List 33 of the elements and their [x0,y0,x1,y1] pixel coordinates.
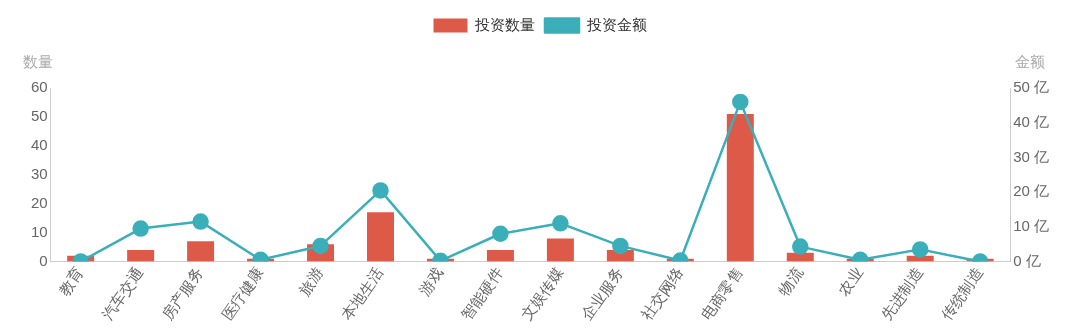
x-tick-label: 企业服务 [577,264,627,323]
x-tick-label: 教育 [55,264,87,299]
x-tick-label: 社交网络 [637,264,687,323]
y-tick-label: 0 [39,251,48,269]
x-tick-label: 房产服务 [158,264,207,323]
y-tick-label: 20 [31,193,48,211]
y-tick-label: 40 [31,135,48,153]
y-tick-label: 50 [31,107,48,125]
y2-tick-label: 30 亿 [1013,147,1050,165]
y2-tick-label: 50 亿 [1013,78,1050,96]
x-tick-label: 汽车交通 [98,264,147,323]
x-tick-label: 农业 [834,264,867,299]
y-tick-label: 10 [31,222,48,240]
x-tick-label: 物流 [774,264,807,299]
x-tick-label: 文娱传媒 [517,264,567,323]
x-tick-label: 医疗健康 [218,264,267,323]
y2-tick-label: 10 亿 [1013,216,1050,234]
x-tick-label: 传统制造 [937,264,987,323]
x-tick-label: 本地生活 [338,264,387,323]
x-tick-label: 电商零售 [697,264,747,323]
y-axis-title: 数量 [23,52,53,70]
y2-tick-label: 40 亿 [1013,112,1050,130]
y-tick-label: 30 [31,164,48,182]
x-tick-label: 游戏 [415,264,447,299]
x-tick-label: 先进制造 [877,264,927,323]
y2-tick-label: 20 亿 [1013,182,1050,200]
x-tick-label: 智能硬件 [457,264,507,323]
legend-label: 投资金额 [585,15,647,33]
y2-tick-label: 0 亿 [1013,251,1041,269]
x-tick-label: 旅游 [295,264,327,299]
y-tick-label: 60 [31,78,48,96]
y2-axis-title: 金额 [1015,52,1045,70]
legend-label: 投资数量 [474,15,535,33]
